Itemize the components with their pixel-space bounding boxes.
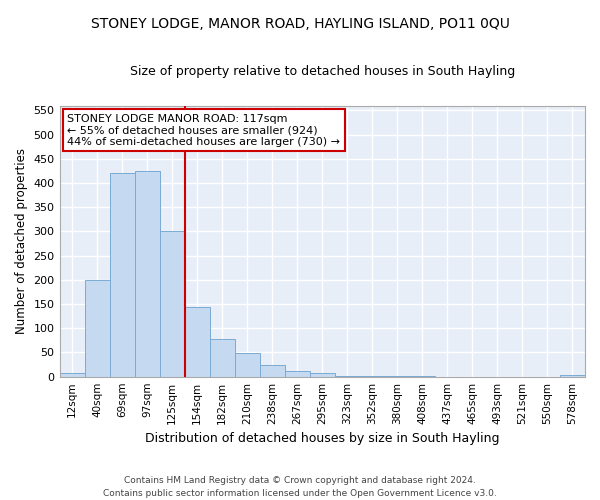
Title: Size of property relative to detached houses in South Hayling: Size of property relative to detached ho… — [130, 65, 515, 78]
Bar — [59, 373, 85, 376]
Bar — [209, 340, 235, 376]
Text: Contains HM Land Registry data © Crown copyright and database right 2024.
Contai: Contains HM Land Registry data © Crown c… — [103, 476, 497, 498]
Bar — [110, 174, 134, 376]
Bar — [160, 232, 185, 376]
X-axis label: Distribution of detached houses by size in South Hayling: Distribution of detached houses by size … — [145, 432, 500, 445]
Bar — [85, 280, 110, 376]
Bar — [185, 308, 209, 376]
Text: STONEY LODGE MANOR ROAD: 117sqm
← 55% of detached houses are smaller (924)
44% o: STONEY LODGE MANOR ROAD: 117sqm ← 55% of… — [67, 114, 340, 147]
Bar — [310, 373, 335, 376]
Bar — [285, 371, 310, 376]
Bar — [260, 365, 285, 376]
Text: STONEY LODGE, MANOR ROAD, HAYLING ISLAND, PO11 0QU: STONEY LODGE, MANOR ROAD, HAYLING ISLAND… — [91, 18, 509, 32]
Bar — [134, 171, 160, 376]
Bar — [560, 375, 585, 376]
Bar — [235, 354, 260, 376]
Y-axis label: Number of detached properties: Number of detached properties — [15, 148, 28, 334]
